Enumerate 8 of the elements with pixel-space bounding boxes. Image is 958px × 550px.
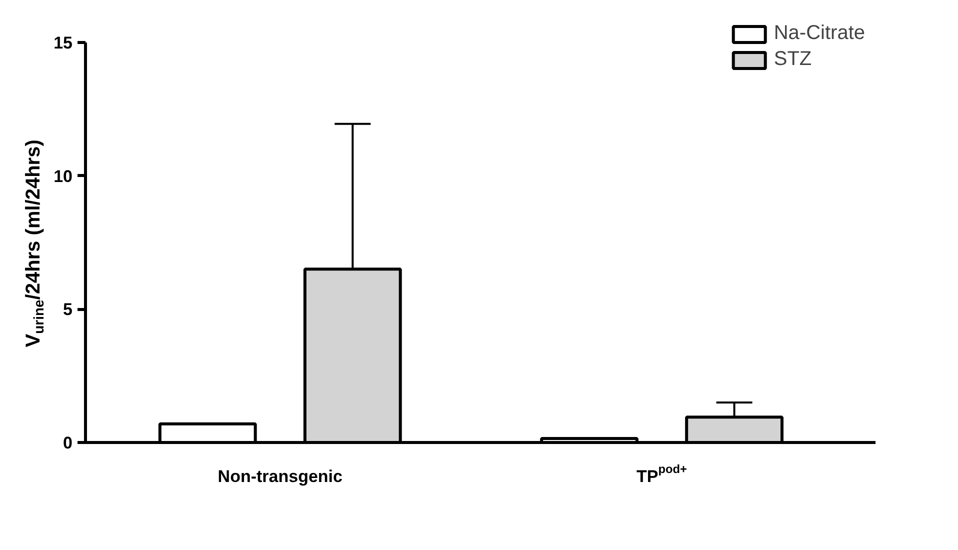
legend-label: STZ: [774, 48, 812, 71]
legend-label: Na-Citrate: [774, 22, 865, 45]
x-tick-label: Non-transgenic: [218, 467, 342, 486]
y-tick-label: 5: [63, 300, 73, 320]
y-axis-title: Vurine/24hrs (ml/24hrs): [22, 140, 46, 348]
y-tick-label: 15: [54, 34, 73, 52]
y-tick-label: 10: [54, 166, 73, 186]
y-tick-label: 0: [63, 434, 73, 452]
